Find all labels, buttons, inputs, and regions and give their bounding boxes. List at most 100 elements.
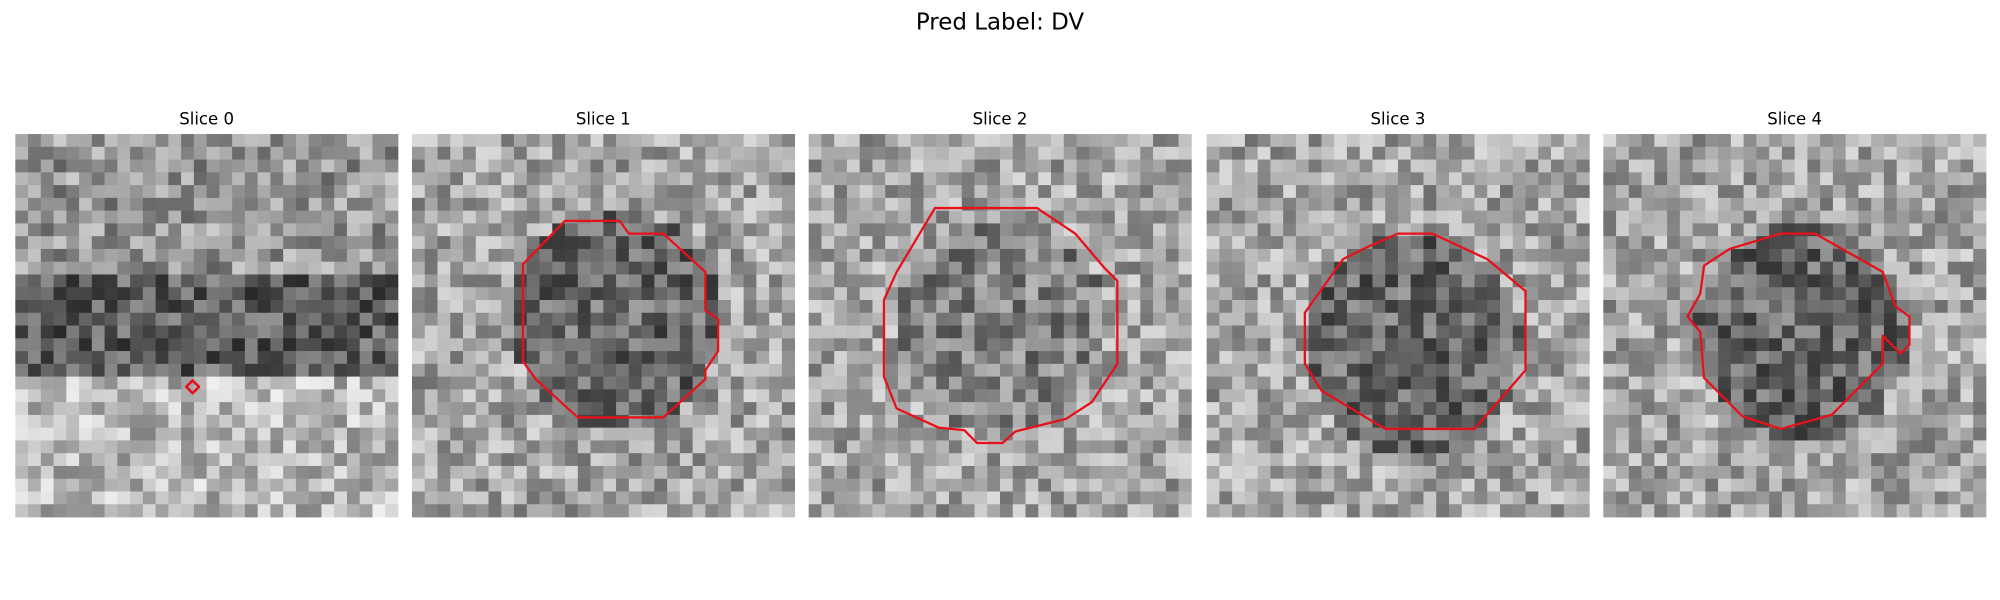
pixel <box>475 351 489 365</box>
pixel <box>372 465 386 480</box>
pixel <box>1448 210 1463 224</box>
pixel <box>53 504 67 518</box>
pixel <box>1934 453 1949 467</box>
pixel <box>1346 261 1361 275</box>
panel-title: Slice 3 <box>1371 109 1426 128</box>
pixel <box>1385 312 1399 326</box>
pixel <box>1321 427 1335 441</box>
pixel <box>514 389 528 403</box>
pixel <box>718 376 732 390</box>
pixel <box>308 248 322 263</box>
pixel <box>1025 325 1039 339</box>
pixel <box>181 465 195 480</box>
pixel <box>450 338 464 352</box>
pixel <box>846 287 861 301</box>
pixel <box>181 197 195 212</box>
pixel <box>667 389 681 403</box>
pixel <box>948 363 963 377</box>
pixel <box>1487 197 1501 212</box>
pixel <box>1474 453 1488 467</box>
pixel <box>654 146 668 160</box>
pixel <box>1667 478 1681 492</box>
pixel <box>1153 504 1167 518</box>
pixel <box>1922 210 1936 224</box>
pixel <box>475 197 489 212</box>
pixel <box>270 146 284 160</box>
pixel <box>1794 300 1808 314</box>
pixel <box>1000 414 1014 429</box>
pixel <box>781 351 796 365</box>
pixel <box>1781 134 1796 148</box>
pixel <box>385 261 399 275</box>
pixel <box>28 248 42 263</box>
pixel <box>1334 185 1348 199</box>
pixel <box>1947 223 1961 237</box>
pixel <box>1051 134 1065 148</box>
pixel <box>1140 248 1154 263</box>
pixel <box>961 389 975 403</box>
pixel <box>1769 491 1783 505</box>
pixel <box>1551 197 1565 212</box>
pixel <box>1076 248 1090 263</box>
pixel <box>424 351 438 365</box>
pixel <box>628 287 642 301</box>
pixel <box>117 389 131 403</box>
pixel <box>372 402 386 416</box>
pixel <box>616 185 630 199</box>
pixel <box>1743 465 1757 480</box>
pixel <box>142 363 156 377</box>
pixel <box>1448 300 1463 314</box>
pixel <box>437 376 451 390</box>
pixel <box>539 197 553 212</box>
pixel <box>1960 414 1974 429</box>
pixel <box>1244 185 1259 199</box>
pixel <box>1807 248 1821 263</box>
pixel <box>1781 261 1796 275</box>
pixel <box>155 274 169 288</box>
pixel <box>552 491 566 505</box>
pixel <box>1051 504 1065 518</box>
pixel <box>1025 274 1039 288</box>
pixel <box>1474 287 1488 301</box>
pixel <box>936 248 950 263</box>
pixel <box>270 351 284 365</box>
pixel <box>808 491 822 505</box>
pixel <box>1410 134 1424 148</box>
pixel <box>936 351 950 365</box>
pixel <box>603 312 617 326</box>
pixel <box>756 389 770 403</box>
pixel <box>411 146 426 160</box>
pixel <box>1718 236 1732 250</box>
pixel <box>1397 248 1412 263</box>
pixel <box>667 287 681 301</box>
pixel <box>1038 185 1052 199</box>
pixel <box>1641 338 1655 352</box>
pixel <box>1474 197 1488 212</box>
pixel <box>756 402 770 416</box>
pixel <box>1165 274 1179 288</box>
pixel <box>1372 146 1386 160</box>
pixel <box>117 376 131 390</box>
pixel <box>1603 351 1617 365</box>
pixel <box>1705 376 1719 390</box>
pixel <box>346 146 361 160</box>
pixel <box>1448 351 1463 365</box>
pixel <box>769 414 783 429</box>
pixel <box>692 363 706 377</box>
pixel <box>1346 351 1361 365</box>
pixel <box>1743 376 1757 390</box>
pixel <box>552 427 566 441</box>
pixel <box>1654 312 1668 326</box>
pixel <box>1563 427 1577 441</box>
pixel <box>1283 427 1297 441</box>
pixel <box>1654 172 1668 186</box>
pixel <box>718 465 732 480</box>
pixel <box>463 389 477 403</box>
pixel <box>781 300 796 314</box>
pixel <box>1436 300 1450 314</box>
pixel <box>53 185 67 199</box>
pixel <box>1000 159 1014 173</box>
pixel <box>437 172 451 186</box>
pixel <box>539 210 553 224</box>
pixel <box>1883 146 1898 160</box>
